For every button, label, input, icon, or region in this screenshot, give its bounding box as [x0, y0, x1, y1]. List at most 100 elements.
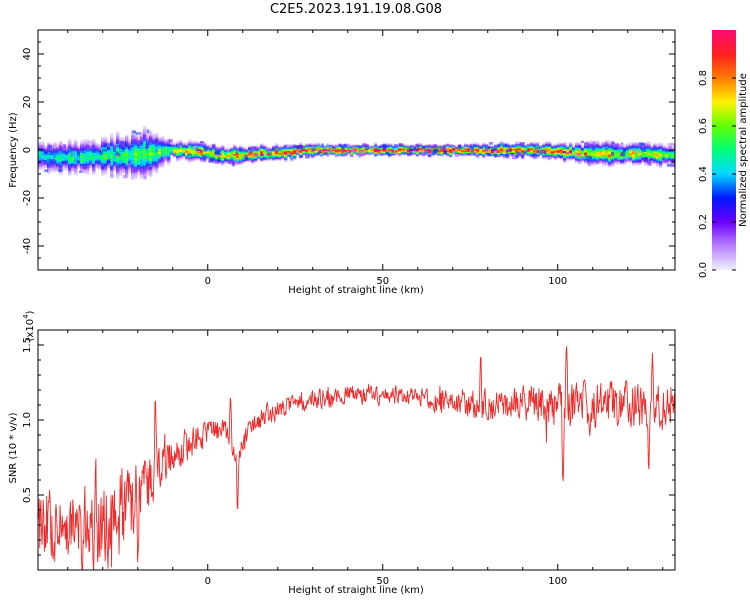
spectrogram-cell	[194, 154, 198, 157]
spectrogram-cell	[110, 146, 114, 149]
spectrogram-cell	[233, 146, 237, 149]
spectrogram-speckle	[72, 169, 77, 172]
spectrogram-cell	[215, 146, 219, 148]
spectrogram-cell	[161, 138, 165, 141]
spectrogram-cell	[62, 159, 66, 162]
spectrogram-cell	[179, 151, 183, 154]
spectrogram-cell	[587, 142, 591, 145]
spectrogram-cell	[95, 158, 99, 161]
spectrogram-cell	[611, 158, 615, 161]
spectrogram-cell	[518, 145, 522, 147]
spectrogram-cell	[116, 137, 120, 140]
spectrogram-cell	[596, 148, 600, 151]
spectrogram-cell	[77, 157, 81, 159]
spectrogram-cell	[104, 167, 108, 170]
spectrogram-cell	[338, 142, 342, 145]
spectrogram-cell	[602, 154, 606, 157]
spectrogram-cell	[428, 143, 432, 146]
spectrogram-cell	[116, 170, 120, 173]
spectrogram-cell	[518, 143, 522, 146]
spectrogram-cell	[152, 159, 156, 161]
spectrogram-cell	[596, 151, 600, 153]
spectrogram-cell	[620, 149, 624, 152]
spectrogram-cell	[263, 154, 267, 157]
spectrogram-cell	[125, 157, 129, 160]
spectrogram-cell	[83, 162, 87, 165]
spectrogram-cell	[128, 159, 132, 162]
spectrogram-speckle	[621, 153, 626, 157]
spectrogram-cell	[272, 155, 276, 158]
spectrogram-cell	[71, 146, 75, 149]
spectrogram-cell	[107, 163, 111, 166]
spectrogram-cell	[86, 172, 90, 175]
spectrogram-cell	[176, 140, 180, 143]
spectrogram-speckle	[521, 154, 524, 159]
spectrogram-speckle	[296, 145, 300, 150]
spectrogram-cell	[263, 149, 267, 152]
spectrogram-cell	[296, 151, 300, 154]
spectrogram-cell	[158, 145, 162, 148]
spectrogram-cell	[110, 164, 114, 167]
spectrogram-cell	[104, 153, 108, 156]
spectrogram-cell	[311, 144, 315, 146]
spectrogram-cell	[110, 142, 114, 145]
spectrogram-cell	[233, 156, 237, 159]
spectrogram-cell	[551, 148, 555, 151]
spectrogram-cell	[605, 155, 609, 158]
spectrogram-cell	[131, 160, 135, 163]
spectrogram-cell	[632, 145, 636, 148]
spectrogram-cell	[149, 135, 153, 138]
spectrogram-cell	[80, 153, 84, 156]
spectrogram-cell	[464, 148, 468, 151]
spectrogram-cell	[563, 157, 567, 160]
spectrogram-cell	[170, 153, 174, 156]
spectrogram-cell	[383, 150, 387, 153]
spectrogram-cell	[38, 150, 42, 152]
spectrogram-cell	[125, 150, 129, 153]
spectrogram-cell	[269, 157, 273, 160]
spectrogram-cell	[446, 154, 450, 157]
spectrogram-cell	[179, 153, 183, 156]
spectrogram-cell	[137, 169, 141, 171]
spectrogram-cell	[656, 153, 660, 156]
spectrogram-cell	[356, 149, 360, 151]
spectrogram-cell	[167, 155, 171, 158]
spectrogram-cell	[140, 143, 144, 146]
spectrogram-cell	[254, 155, 258, 158]
spectrogram-cell	[644, 145, 648, 148]
spectrogram-cell	[110, 141, 114, 144]
spectrogram-cell	[146, 140, 150, 143]
spectrogram-speckle	[511, 155, 516, 160]
spectrogram-cell	[155, 158, 159, 161]
spectrogram-cell	[338, 154, 342, 157]
spectrogram-cell	[665, 157, 669, 160]
spectrogram-cell	[80, 146, 84, 149]
spectrogram-cell	[299, 151, 303, 153]
spectrogram-cell	[308, 149, 312, 151]
spectrogram-cell	[53, 170, 57, 173]
spectrogram-cell	[581, 154, 585, 157]
spectrogram-cell	[578, 148, 582, 151]
spectrogram-cell	[551, 153, 555, 155]
spectrogram-cell	[455, 149, 459, 152]
spectrogram-cell	[302, 147, 306, 149]
spectrogram-cell	[146, 142, 150, 145]
spectrogram-cell	[77, 151, 81, 153]
spectrogram-cell	[458, 152, 462, 155]
spectrogram-cell	[137, 154, 141, 157]
spectrogram-cell	[239, 161, 243, 164]
spectrogram-cell	[104, 139, 108, 141]
spectrogram-cell	[491, 152, 495, 155]
spectrogram-cell	[665, 152, 669, 155]
spectrogram-cell	[38, 166, 42, 169]
spectrogram-cell	[494, 152, 498, 154]
spectrogram-cell	[125, 137, 129, 140]
spectrogram-cell	[611, 145, 615, 148]
spectrogram-speckle	[522, 150, 527, 155]
spectrogram-cell	[167, 154, 171, 156]
spectrogram-cell	[71, 143, 75, 146]
spectrogram-cell	[233, 147, 237, 150]
spectrogram-cell	[257, 152, 261, 154]
spectrogram-cell	[323, 150, 327, 153]
spectrogram-cell	[425, 147, 429, 150]
